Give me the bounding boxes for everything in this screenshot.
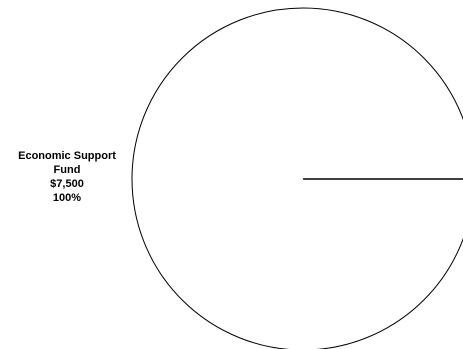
slice-value-label: $7,500 (50, 178, 84, 190)
pie-slice-0 (131, 7, 463, 349)
pie-slices-layer (131, 7, 463, 349)
slice-label-economic-support-fund: Economic Support Fund $7,500 100% (4, 149, 130, 205)
slice-category-label: Economic Support Fund (18, 150, 116, 176)
slice-percent-label: 100% (52, 192, 82, 204)
